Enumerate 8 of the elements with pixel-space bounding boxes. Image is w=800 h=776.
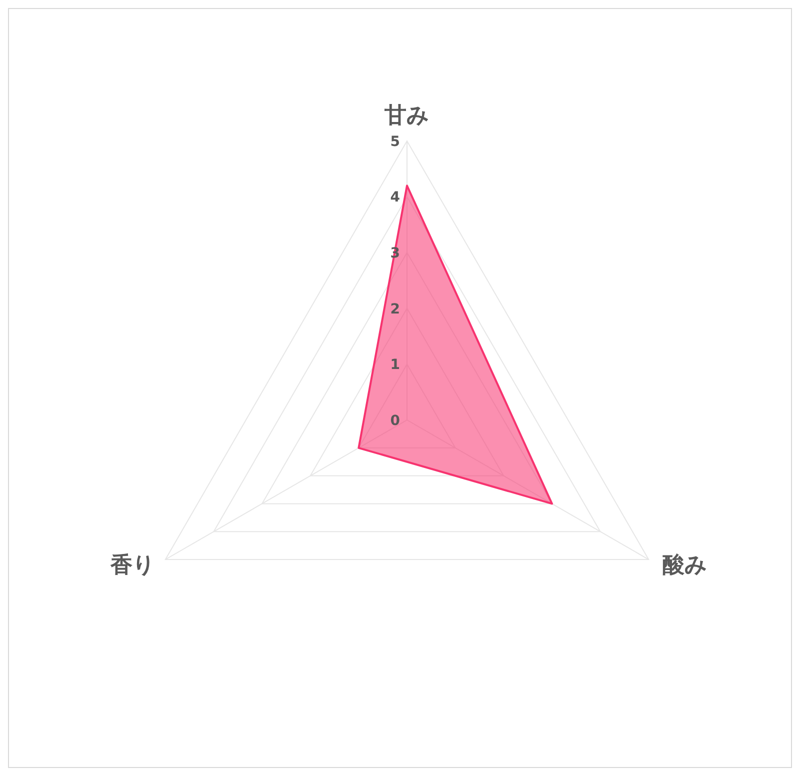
y-tick-label: 2 bbox=[390, 301, 400, 318]
spoke-label: 酸み bbox=[662, 553, 708, 578]
y-tick-label: 1 bbox=[390, 357, 400, 374]
spoke-label: 香り bbox=[109, 553, 156, 578]
y-tick-label: 5 bbox=[390, 134, 400, 150]
y-tick-label: 4 bbox=[390, 190, 400, 206]
y-tick-label: 0 bbox=[390, 412, 400, 429]
spoke-label: 甘み bbox=[384, 104, 430, 129]
